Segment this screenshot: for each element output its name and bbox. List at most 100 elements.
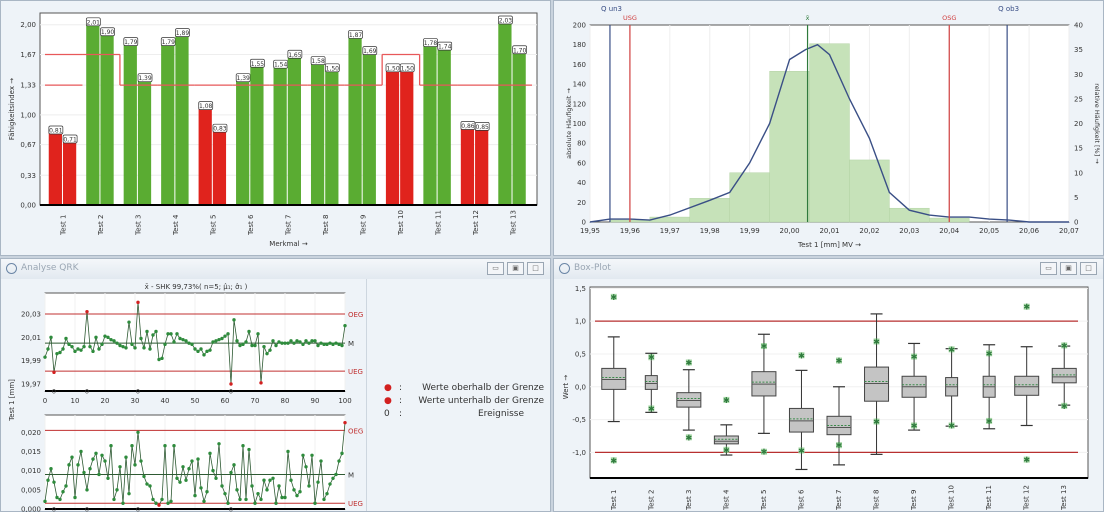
data-label-box (123, 37, 139, 46)
data-point (64, 336, 68, 341)
data-point (310, 339, 314, 343)
data-point (202, 499, 206, 504)
event-marker: 0 (85, 388, 89, 396)
data-label: 1,54 (274, 62, 288, 69)
data-point (124, 346, 128, 350)
data-point (283, 495, 287, 500)
data-label-box (235, 73, 251, 83)
box (864, 366, 890, 402)
data-point (331, 476, 335, 481)
y-tick-label: 1,5 (575, 285, 586, 293)
x-tick-label: 90 (311, 397, 320, 405)
data-label-box (498, 15, 513, 25)
x-axis-label: Merkmal → (269, 240, 308, 248)
y-right-tick-label: 40 (1074, 22, 1083, 30)
extreme-marker (760, 448, 767, 455)
data-point (181, 337, 185, 342)
data-label: 1,87 (349, 32, 363, 39)
data-point (196, 349, 200, 354)
bar (512, 51, 526, 206)
data-point (157, 503, 161, 507)
y-tick-label: 0,33 (20, 172, 36, 180)
event-marker: 0 (136, 388, 140, 396)
data-point (262, 344, 266, 349)
density-curve (589, 43, 1069, 223)
data-point (61, 347, 65, 351)
data-point (172, 340, 176, 344)
data-point (124, 455, 128, 459)
data-point (256, 332, 260, 336)
y-tick-label: 0,67 (20, 141, 36, 149)
restore-button[interactable]: ▣ (507, 262, 524, 275)
qrk-titlebar[interactable]: Analyse QRK ▭ ▣ □ (1, 259, 550, 279)
data-point (229, 470, 233, 475)
data-label-box (310, 56, 326, 65)
data-point (217, 337, 221, 342)
y-axis-label: Test 1 [mm] (8, 379, 16, 422)
maximize-button[interactable]: □ (527, 262, 544, 275)
y-tick-label: 0,5 (575, 350, 586, 358)
data-point (76, 463, 80, 467)
legend-item-below: ●: Werte unterhalb der Grenze (384, 396, 544, 406)
maximize-button[interactable]: □ (1080, 262, 1097, 275)
data-point (256, 491, 260, 496)
extreme-star: ✱ (610, 293, 617, 302)
data-point (148, 484, 152, 488)
data-point (70, 455, 74, 459)
extreme-marker (836, 357, 842, 364)
box (644, 375, 658, 390)
extreme-marker (1023, 303, 1030, 310)
extreme-star: ✱ (723, 446, 730, 455)
data-point (196, 457, 200, 461)
data-point (247, 329, 251, 334)
data-point (58, 350, 62, 355)
data-point (94, 451, 98, 456)
extreme-star: ✱ (873, 418, 880, 427)
extreme-marker (648, 354, 655, 361)
data-point (223, 491, 227, 496)
extreme-marker (685, 434, 692, 441)
data-point (298, 490, 302, 494)
box (676, 392, 702, 408)
data-point (304, 339, 308, 343)
extreme-star: ✱ (1061, 341, 1068, 350)
y-right-tick-label: 20 (1074, 120, 1083, 128)
data-point (220, 484, 224, 488)
data-label: 1,58 (311, 58, 325, 65)
extreme-star: ✱ (648, 353, 655, 362)
y-tick-label: 1,0 (575, 318, 586, 326)
y-tick-label: 0,00 (20, 202, 36, 210)
data-point (301, 453, 305, 457)
data-point (235, 339, 239, 343)
y-right-tick-label: 0 (1074, 219, 1078, 227)
extreme-marker (873, 338, 880, 345)
data-point (85, 488, 89, 492)
minimize-button[interactable]: ▭ (1040, 262, 1057, 275)
minimize-button[interactable]: ▭ (487, 262, 504, 275)
y-tick-label: 160 (573, 61, 586, 69)
data-point (139, 459, 143, 463)
data-point (115, 488, 119, 492)
bar (198, 107, 212, 205)
y-tick-label: 19,99 (21, 357, 41, 365)
extreme-star: ✱ (911, 421, 918, 430)
data-point (100, 342, 104, 347)
x-tick-label: 50 (191, 397, 200, 405)
restore-button[interactable]: ▣ (1060, 262, 1077, 275)
box-titlebar[interactable]: Box-Plot ▭ ▣ □ (554, 259, 1103, 279)
data-point (322, 342, 326, 347)
data-point (208, 348, 212, 352)
extreme-marker (648, 405, 655, 412)
data-point (151, 497, 155, 502)
x-tick-label: Test 5 (760, 490, 768, 511)
x-tick-label: Test 8 (322, 215, 330, 236)
data-point (205, 349, 209, 354)
data-point (253, 343, 257, 348)
xbar-chart-title: x̄ - SHK 99,73%( n=5; μ̂₁; σ̂₁ ) (145, 283, 248, 291)
data-label: 1,70 (513, 47, 527, 54)
data-label: 1,90 (101, 29, 115, 36)
data-point (49, 335, 53, 340)
data-point (280, 495, 284, 500)
y-tick-label: 120 (573, 100, 586, 108)
x-tick-label: 20,00 (780, 227, 800, 235)
